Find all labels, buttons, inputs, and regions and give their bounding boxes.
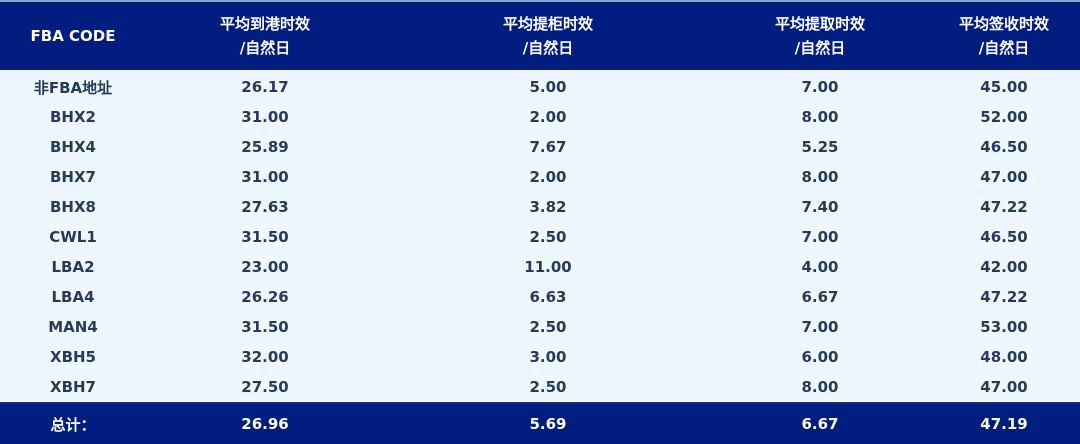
value-cell: 2.50 <box>529 378 567 396</box>
table-row: XBH5 32.00 3.00 6.00 48.00 <box>0 342 1080 372</box>
table-row: MAN4 31.50 2.50 7.00 53.00 <box>0 312 1080 342</box>
value-cell: 3.00 <box>529 348 567 366</box>
fba-code-cell: BHX2 <box>50 108 96 126</box>
fba-code-cell: BHX4 <box>50 138 96 156</box>
column-header: 平均到港时效/自然日 <box>146 1 384 70</box>
value-cell: 7.00 <box>801 228 839 246</box>
value-cell: 6.63 <box>529 288 567 306</box>
value-cell: 11.00 <box>524 258 572 276</box>
value-cell: 3.82 <box>529 198 567 216</box>
header-line1: 平均到港时效 <box>219 15 310 33</box>
total-label: 总计： <box>0 402 146 444</box>
header-line1: FBA CODE <box>30 27 116 45</box>
fba-code-cell: BHX8 <box>50 198 96 216</box>
header-line2: /自然日 <box>522 39 574 57</box>
value-cell: 27.50 <box>241 378 289 396</box>
header-line1: 平均签收时效 <box>958 15 1049 33</box>
value-cell: 7.00 <box>801 78 839 96</box>
value-cell: 5.25 <box>801 138 839 156</box>
value-cell: 31.50 <box>241 318 289 336</box>
fba-code-cell: CWL1 <box>49 228 97 246</box>
fba-code-cell: 非FBA地址 <box>33 78 113 97</box>
column-header: FBA CODE <box>0 1 146 70</box>
column-header: 平均提取时效/自然日 <box>712 1 928 70</box>
value-cell: 31.00 <box>241 108 289 126</box>
value-cell: 45.00 <box>980 78 1028 96</box>
total-value: 47.19 <box>928 402 1080 444</box>
column-header: 平均提柜时效/自然日 <box>384 1 712 70</box>
value-cell: 47.00 <box>980 168 1028 186</box>
table-row: XBH7 27.50 2.50 8.00 47.00 <box>0 372 1080 403</box>
header-line2: /自然日 <box>794 39 846 57</box>
column-header: 平均签收时效/自然日 <box>928 1 1080 70</box>
value-cell: 26.17 <box>241 78 289 96</box>
value-cell: 7.40 <box>801 198 839 216</box>
value-cell: 27.63 <box>241 198 289 216</box>
value-cell: 8.00 <box>801 168 839 186</box>
value-cell: 4.00 <box>801 258 839 276</box>
value-cell: 52.00 <box>980 108 1028 126</box>
value-cell: 6.00 <box>801 348 839 366</box>
table-row: LBA4 26.26 6.63 6.67 47.22 <box>0 282 1080 312</box>
value-cell: 53.00 <box>980 318 1028 336</box>
table-row: 非FBA地址 26.17 5.00 7.00 45.00 <box>0 70 1080 102</box>
value-cell: 46.50 <box>980 138 1028 156</box>
value-cell: 2.50 <box>529 318 567 336</box>
value-cell: 42.00 <box>980 258 1028 276</box>
total-value: 5.69 <box>384 402 712 444</box>
fba-code-cell: XBH7 <box>50 378 96 396</box>
header-line1: 平均提取时效 <box>774 15 865 33</box>
total-row: 总计： 26.96 5.69 6.67 47.19 <box>0 402 1080 444</box>
value-cell: 48.00 <box>980 348 1028 366</box>
header-line2: /自然日 <box>978 39 1030 57</box>
value-cell: 47.22 <box>980 198 1028 216</box>
value-cell: 26.26 <box>241 288 289 306</box>
value-cell: 7.00 <box>801 318 839 336</box>
header-line1: 平均提柜时效 <box>502 15 593 33</box>
fba-code-cell: LBA4 <box>51 288 95 306</box>
table-row: BHX7 31.00 2.00 8.00 47.00 <box>0 162 1080 192</box>
total-value: 6.67 <box>712 402 928 444</box>
value-cell: 8.00 <box>801 108 839 126</box>
table-row: LBA2 23.00 11.00 4.00 42.00 <box>0 252 1080 282</box>
fba-code-cell: MAN4 <box>48 318 98 336</box>
table-row: BHX8 27.63 3.82 7.40 47.22 <box>0 192 1080 222</box>
value-cell: 23.00 <box>241 258 289 276</box>
value-cell: 2.00 <box>529 168 567 186</box>
value-cell: 5.00 <box>529 78 567 96</box>
value-cell: 25.89 <box>241 138 289 156</box>
table-row: BHX4 25.89 7.67 5.25 46.50 <box>0 132 1080 162</box>
value-cell: 2.50 <box>529 228 567 246</box>
value-cell: 6.67 <box>801 288 839 306</box>
table-row: BHX2 31.00 2.00 8.00 52.00 <box>0 102 1080 132</box>
value-cell: 2.00 <box>529 108 567 126</box>
fba-code-cell: BHX7 <box>50 168 96 186</box>
total-value: 26.96 <box>146 402 384 444</box>
value-cell: 47.00 <box>980 378 1028 396</box>
value-cell: 47.22 <box>980 288 1028 306</box>
table-row: CWL1 31.50 2.50 7.00 46.50 <box>0 222 1080 252</box>
value-cell: 8.00 <box>801 378 839 396</box>
value-cell: 46.50 <box>980 228 1028 246</box>
table-body: 非FBA地址 26.17 5.00 7.00 45.00 BHX2 31.00 2.00 8.0… <box>0 70 1080 403</box>
table-header: FBA CODE 平均到港时效/自然日 平均提柜时效/自然日 平均提取时效/自然日 平均… <box>0 1 1080 70</box>
fba-code-cell: LBA2 <box>51 258 95 276</box>
header-line2: /自然日 <box>239 39 291 57</box>
value-cell: 7.67 <box>529 138 567 156</box>
fba-code-cell: XBH5 <box>50 348 96 366</box>
table-footer: 总计： 26.96 5.69 6.67 47.19 <box>0 402 1080 444</box>
value-cell: 31.00 <box>241 168 289 186</box>
value-cell: 31.50 <box>241 228 289 246</box>
value-cell: 32.00 <box>241 348 289 366</box>
